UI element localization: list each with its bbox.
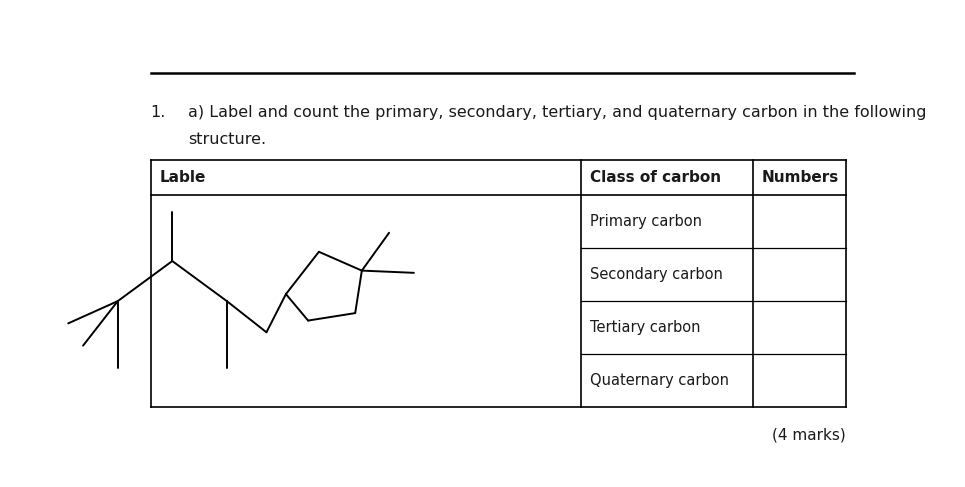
Text: Lable: Lable	[159, 170, 206, 185]
Text: Class of carbon: Class of carbon	[590, 170, 721, 185]
Text: Numbers: Numbers	[761, 170, 839, 185]
Text: (4 marks): (4 marks)	[772, 428, 846, 443]
Text: Tertiary carbon: Tertiary carbon	[590, 320, 700, 335]
Text: Primary carbon: Primary carbon	[590, 214, 702, 229]
Text: 1.: 1.	[151, 105, 166, 120]
Text: Quaternary carbon: Quaternary carbon	[590, 373, 729, 388]
Text: structure.: structure.	[188, 131, 266, 147]
Text: Secondary carbon: Secondary carbon	[590, 267, 723, 282]
Text: a) Label and count the primary, secondary, tertiary, and quaternary carbon in th: a) Label and count the primary, secondar…	[188, 105, 926, 120]
